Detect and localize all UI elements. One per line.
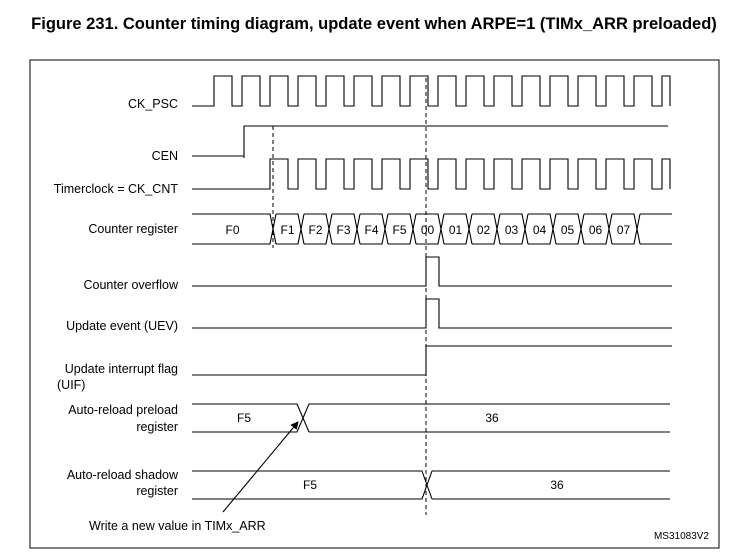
shadow-value-1: 36 bbox=[550, 478, 564, 492]
shadow-value-0: F5 bbox=[303, 478, 317, 492]
counter-value-f1: F1 bbox=[280, 223, 294, 237]
counter-value-05: 05 bbox=[561, 223, 575, 237]
counter-bus-outline bbox=[192, 213, 672, 245]
counter-value-f5: F5 bbox=[392, 223, 406, 237]
label-counter-register: Counter register bbox=[88, 222, 178, 236]
preload-value-1: 36 bbox=[485, 411, 499, 425]
waveform-counter-overflow bbox=[192, 256, 672, 287]
label-counter-overflow: Counter overflow bbox=[84, 278, 179, 292]
label-timerclock: Timerclock = CK_CNT bbox=[54, 182, 179, 196]
label-arr-preload-line1: Auto-reload preload bbox=[68, 403, 178, 417]
preload-value-0: F5 bbox=[237, 411, 251, 425]
waveform-update-event bbox=[192, 298, 672, 329]
label-uif-line2: (UIF) bbox=[57, 378, 85, 392]
counter-value-06: 06 bbox=[589, 223, 603, 237]
waveform-cen bbox=[192, 125, 668, 157]
annotation-arrow bbox=[222, 421, 299, 513]
label-arr-shadow-line2: register bbox=[136, 484, 178, 498]
page-title: Figure 231. Counter timing diagram, upda… bbox=[31, 15, 717, 33]
label-cen: CEN bbox=[152, 149, 178, 163]
counter-value-f3: F3 bbox=[336, 223, 350, 237]
annotation-text: Write a new value in TIMx_ARR bbox=[89, 519, 266, 533]
diagram-frame bbox=[29, 59, 720, 549]
counter-value-01: 01 bbox=[449, 223, 463, 237]
label-arr-shadow-line1: Auto-reload shadow bbox=[67, 468, 179, 482]
counter-value-04: 04 bbox=[533, 223, 547, 237]
counter-value-00: 00 bbox=[421, 223, 435, 237]
counter-value-f0: F0 bbox=[225, 223, 239, 237]
waveform-ck-cnt bbox=[192, 158, 671, 190]
counter-value-02: 02 bbox=[477, 223, 491, 237]
label-update-event: Update event (UEV) bbox=[66, 319, 178, 333]
label-uif-line1: Update interrupt flag bbox=[65, 362, 178, 376]
counter-value-07: 07 bbox=[617, 223, 631, 237]
reference-code: MS31083V2 bbox=[654, 531, 709, 542]
waveform-arr-shadow bbox=[192, 470, 670, 500]
label-arr-preload-line2: register bbox=[136, 420, 178, 434]
counter-register-bus: F0 F1 F2 F3 F4 F5 00 01 02 03 04 05 06 07 bbox=[192, 213, 672, 245]
counter-value-03: 03 bbox=[505, 223, 519, 237]
waveform-uif bbox=[192, 345, 672, 376]
waveform-arr-preload bbox=[192, 403, 670, 433]
counter-value-f4: F4 bbox=[364, 223, 378, 237]
waveform-ck-psc bbox=[192, 75, 671, 107]
counter-value-f2: F2 bbox=[308, 223, 322, 237]
label-ck-psc: CK_PSC bbox=[128, 97, 178, 111]
